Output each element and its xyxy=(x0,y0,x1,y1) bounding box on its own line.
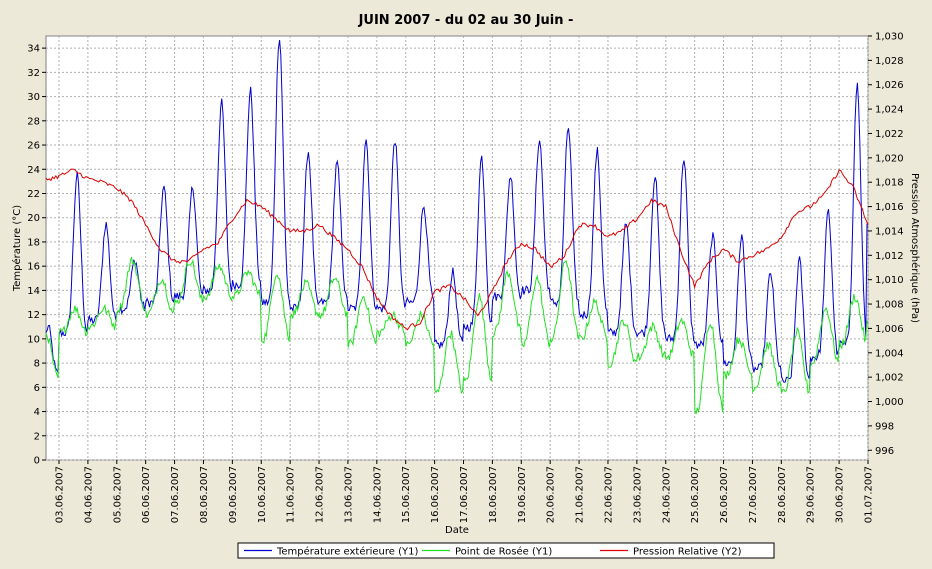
y2-tick-label: 1,014 xyxy=(875,226,904,237)
series-line-2 xyxy=(45,256,868,415)
x-tick-label: 04.06.2007 xyxy=(83,466,94,523)
y1-tick-label: 2 xyxy=(34,431,40,442)
y2-tick-label: 996 xyxy=(875,446,894,457)
chart-title: JUIN 2007 - du 02 au 30 Juin - xyxy=(358,13,574,28)
series-line-1 xyxy=(45,40,868,383)
y2-axis-label: Pression Atmosphérique (hPa) xyxy=(909,173,921,323)
x-tick-label: 09.06.2007 xyxy=(228,466,239,523)
y1-tick-label: 14 xyxy=(27,286,40,297)
y1-tick-label: 10 xyxy=(27,334,40,345)
y2-tick-label: 1,008 xyxy=(875,300,904,311)
x-tick-label: 12.06.2007 xyxy=(315,466,326,523)
y1-tick-label: 20 xyxy=(27,213,40,224)
x-axis-label: Date xyxy=(445,525,469,536)
legend-entry: Pression Relative (Y2) xyxy=(633,547,742,558)
series-line-3 xyxy=(45,168,869,331)
x-tick-label: 21.06.2007 xyxy=(575,466,586,523)
y1-tick-label: 26 xyxy=(27,141,40,152)
y2-tick-label: 1,004 xyxy=(875,348,904,359)
x-tick-label: 03.06.2007 xyxy=(55,466,66,523)
x-tick-label: 23.06.2007 xyxy=(632,466,643,523)
y1-tick-label: 28 xyxy=(27,116,40,127)
x-tick-label: 26.06.2007 xyxy=(719,466,730,523)
plot-area xyxy=(45,35,869,461)
y1-tick-label: 30 xyxy=(27,92,40,103)
legend-box xyxy=(237,542,775,559)
x-tick-label: 06.06.2007 xyxy=(141,466,152,523)
x-tick-label: 17.06.2007 xyxy=(459,466,470,523)
x-tick-label: 13.06.2007 xyxy=(343,466,354,523)
y2-tick-label: 1,006 xyxy=(875,324,904,335)
y1-tick-label: 16 xyxy=(27,262,40,273)
x-tick-label: 25.06.2007 xyxy=(690,466,701,523)
y1-tick-label: 22 xyxy=(27,189,40,200)
x-tick-label: 29.06.2007 xyxy=(806,466,817,523)
y1-tick-label: 12 xyxy=(27,310,40,321)
y2-tick-label: 1,030 xyxy=(875,32,904,43)
x-axis: 03.06.2007 04.06.2007 05.06.2007 06.06.2007… xyxy=(55,460,875,523)
x-tick-label: 22.06.2007 xyxy=(603,466,614,523)
x-tick-label: 01.07.2007 xyxy=(864,466,875,523)
y1-tick-label: 34 xyxy=(27,44,40,55)
x-tick-label: 07.06.2007 xyxy=(170,466,181,523)
y2-tick-label: 1,022 xyxy=(875,129,904,140)
y1-tick-label: 8 xyxy=(34,359,40,370)
x-tick-label: 10.06.2007 xyxy=(257,466,268,523)
x-tick-label: 16.06.2007 xyxy=(430,466,441,523)
x-tick-label: 24.06.2007 xyxy=(661,466,672,523)
y2-tick-label: 1,026 xyxy=(875,80,904,91)
y2-tick-label: 1,002 xyxy=(875,373,904,384)
y1-tick-label: 6 xyxy=(34,383,40,394)
legend-entry: Point de Rosée (Y1) xyxy=(455,546,552,558)
x-tick-label: 15.06.2007 xyxy=(401,466,412,523)
x-tick-label: 30.06.2007 xyxy=(835,466,846,523)
y2-tick-label: 1,016 xyxy=(875,202,904,213)
y1-tick-label: 24 xyxy=(27,165,40,176)
y2-tick-label: 1,024 xyxy=(875,105,904,116)
y2-tick-label: 1,000 xyxy=(875,397,904,408)
x-tick-label: 20.06.2007 xyxy=(546,466,557,523)
x-tick-label: 11.06.2007 xyxy=(286,466,297,523)
x-tick-label: 19.06.2007 xyxy=(517,466,528,523)
y1-axis-label: Température (°C) xyxy=(11,205,23,292)
y1-tick-label: 18 xyxy=(27,237,40,248)
y1-tick-label: 0 xyxy=(34,456,40,467)
x-tick-label: 18.06.2007 xyxy=(488,466,499,523)
y2-tick-label: 1,010 xyxy=(875,275,904,286)
y2-tick-label: 1,012 xyxy=(875,251,904,262)
x-tick-label: 14.06.2007 xyxy=(372,466,383,523)
series-layer xyxy=(45,40,869,415)
y2-tick-label: 998 xyxy=(875,421,894,432)
x-tick-label: 28.06.2007 xyxy=(777,466,788,523)
y2-tick-label: 1,028 xyxy=(875,56,904,67)
y2-axis: 996 998 1,000 1,002 1,004 1,006 1,008 1,010 1,01… xyxy=(868,32,904,457)
legend-entry: Température extérieure (Y1) xyxy=(276,546,418,558)
y1-tick-label: 4 xyxy=(34,407,40,418)
grid-lines xyxy=(46,36,869,461)
x-tick-label: 05.06.2007 xyxy=(112,466,123,523)
y2-tick-label: 1,020 xyxy=(875,153,904,164)
x-tick-label: 08.06.2007 xyxy=(199,466,210,523)
x-tick-label: 27.06.2007 xyxy=(748,466,759,523)
legend: Température extérieure (Y1) Point de Rosé… xyxy=(237,542,775,559)
y1-tick-label: 32 xyxy=(27,68,40,79)
y2-tick-label: 1,018 xyxy=(875,178,904,189)
